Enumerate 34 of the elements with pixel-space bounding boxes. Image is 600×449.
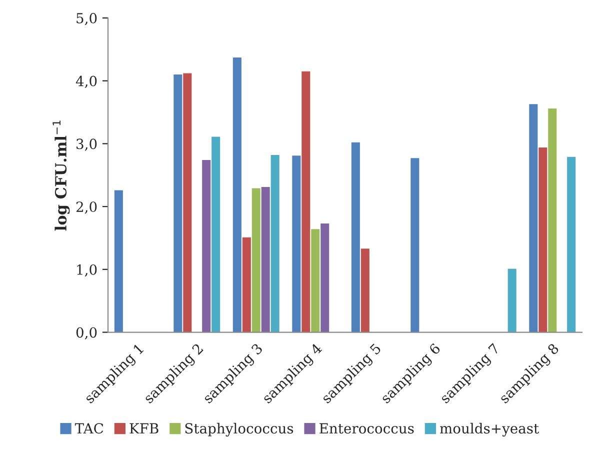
y-tick-label: 2,0 (76, 202, 97, 214)
bar (302, 71, 310, 332)
bar (360, 248, 370, 332)
bar (567, 156, 576, 332)
bar (311, 229, 320, 332)
y-tick-label: 5,0 (76, 12, 97, 26)
bar (242, 237, 251, 332)
bar (538, 147, 548, 332)
bar (270, 154, 280, 332)
bar (292, 156, 301, 332)
bar (508, 268, 516, 332)
y-tick-label: 4,0 (76, 76, 97, 88)
bar (320, 224, 330, 332)
y-axis-title: log CFU.ml$^{−1}$ (52, 120, 70, 231)
bar (548, 108, 557, 332)
legend-label: Staphylococcus (185, 422, 294, 436)
bar (114, 190, 123, 332)
bar (351, 142, 360, 332)
y-tick-label: 1,0 (77, 264, 97, 277)
legend-label: KFB (130, 423, 158, 434)
bar (252, 188, 260, 332)
bar (529, 104, 538, 332)
bar (183, 73, 192, 332)
y-tick-label: 0,0 (76, 327, 97, 340)
y-tick-label: 3,0 (76, 138, 97, 151)
bar (212, 136, 220, 332)
legend-label: Enterococcus (320, 423, 414, 434)
legend-label: TAC (74, 423, 104, 434)
legend-label: moulds+yeast (440, 422, 539, 436)
bar (410, 158, 420, 332)
bar (174, 74, 182, 332)
bar (261, 187, 270, 332)
bar (232, 58, 242, 332)
bar (202, 160, 211, 332)
